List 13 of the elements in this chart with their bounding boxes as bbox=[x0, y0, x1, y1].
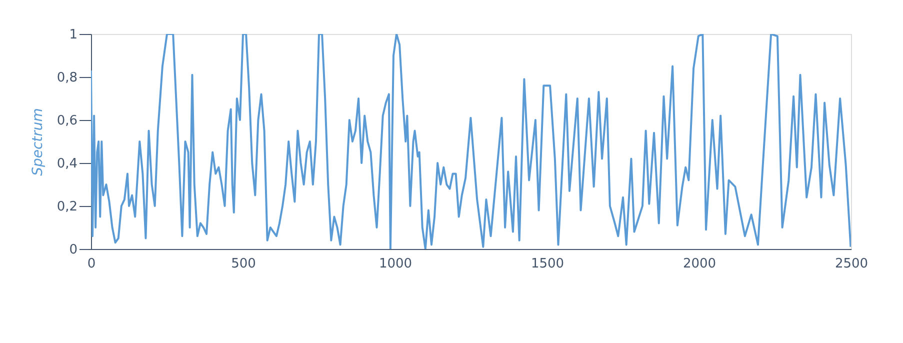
x-tick-label: 500 bbox=[231, 256, 256, 272]
x-tick-label: 1000 bbox=[378, 256, 412, 272]
x-tick-label: 1500 bbox=[530, 256, 564, 272]
y-tick-label: 0,8 bbox=[56, 70, 78, 86]
x-tick-label: 0 bbox=[87, 256, 96, 272]
y-axis-title: Spectrum bbox=[30, 108, 46, 176]
y-tick-label: 0,4 bbox=[56, 156, 78, 172]
y-tick-label: 0,6 bbox=[56, 114, 78, 128]
x-tick-label: 2000 bbox=[682, 256, 716, 272]
y-tick-label: 1 bbox=[69, 28, 78, 42]
y-tick-label: 0,2 bbox=[56, 200, 78, 214]
y-tick-label: 0 bbox=[69, 242, 78, 258]
x-tick-label: 2500 bbox=[834, 256, 868, 272]
